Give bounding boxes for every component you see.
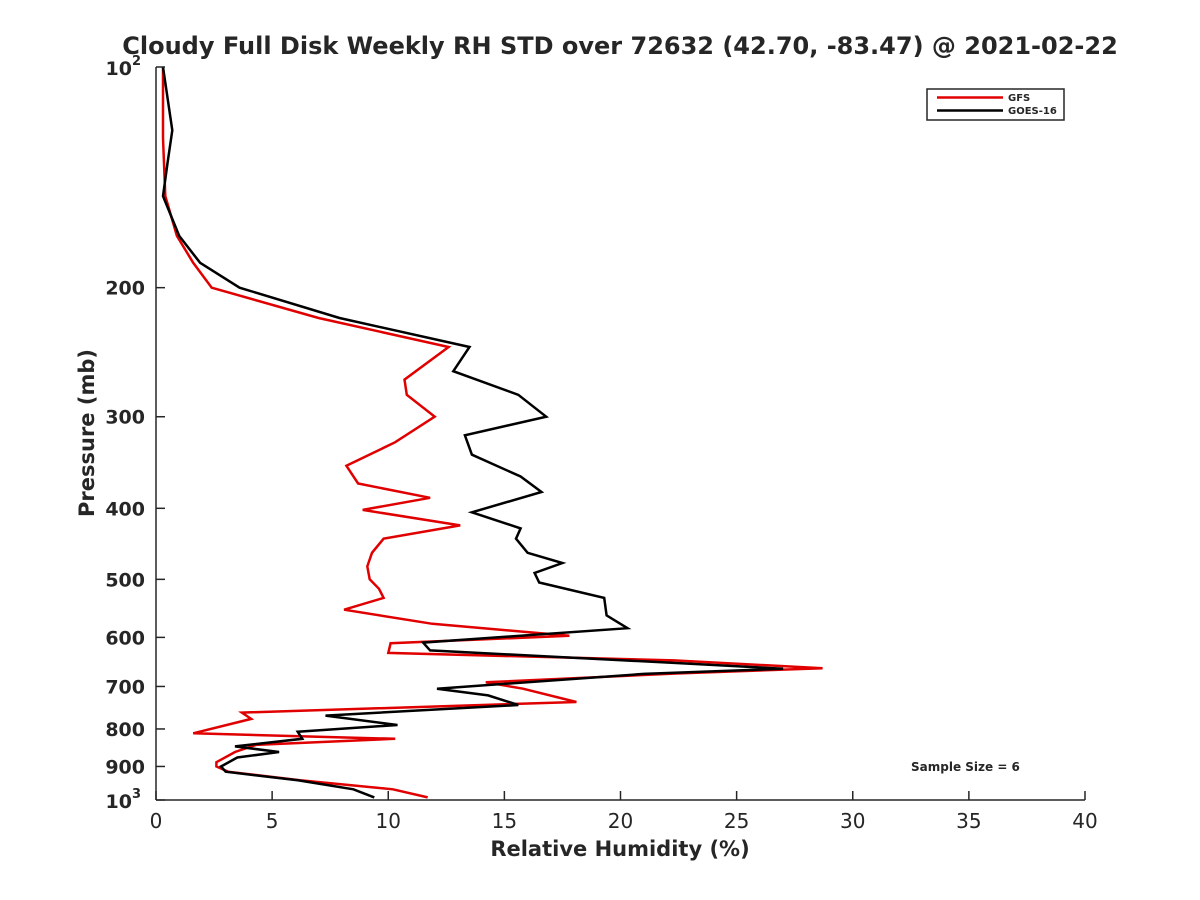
y-tick-label: 10: [106, 58, 132, 80]
y-tick-label: 900: [105, 756, 145, 778]
x-tick-label: 20: [608, 809, 633, 833]
x-tick-label: 15: [492, 809, 517, 833]
series-line-goes16: [161, 66, 784, 799]
legend-box: [926, 88, 1065, 121]
legend: GFS GOES-16: [926, 88, 1065, 121]
y-axis-label: Pressure (mb): [75, 349, 99, 517]
y-tick-label: 500: [105, 569, 145, 591]
x-tick-label: 5: [266, 809, 279, 833]
legend-label-goes16: GOES-16: [1008, 106, 1057, 117]
sample-size-annotation: Sample Size = 6: [911, 760, 1020, 774]
x-axis-label: Relative Humidity (%): [490, 837, 749, 861]
y-tick-label: 800: [105, 719, 145, 741]
y-tick-label: 200: [105, 278, 145, 300]
x-tick-label: 10: [376, 809, 401, 833]
legend-label-gfs: GFS: [1008, 93, 1030, 104]
x-tick-label: 40: [1072, 809, 1097, 833]
x-tick-label: 0: [150, 809, 163, 833]
x-tick-label: 30: [840, 809, 865, 833]
series-line-gfs: [161, 67, 823, 799]
chart-title: Cloudy Full Disk Weekly RH STD over 7263…: [122, 32, 1118, 60]
y-tick-label: 700: [105, 676, 145, 698]
x-tick-label: 25: [724, 809, 749, 833]
y-tick-label: 300: [105, 407, 145, 429]
y-tick-label: 600: [105, 627, 145, 649]
y-tick-exponent: 2: [132, 54, 141, 69]
y-tick-label: 400: [105, 498, 145, 520]
y-tick-label: 10: [106, 791, 132, 813]
y-tick-exponent: 3: [132, 787, 141, 802]
plot-area: [161, 66, 823, 799]
x-tick-label: 35: [956, 809, 981, 833]
